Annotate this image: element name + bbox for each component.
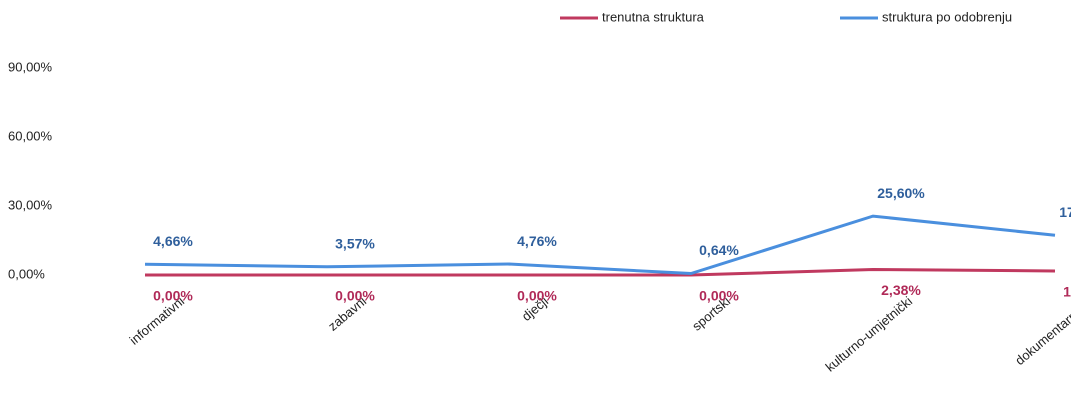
data-label: 25,60% xyxy=(877,185,925,201)
legend-label: struktura po odobrenju xyxy=(882,9,1012,24)
data-label: 0,64% xyxy=(699,242,739,258)
data-label: 0,00% xyxy=(335,288,375,304)
data-label: 4,76% xyxy=(517,233,557,249)
y-tick-label: 30,00% xyxy=(8,197,53,212)
x-tick-label: kulturno-umjetnički xyxy=(822,293,915,374)
y-tick-label: 60,00% xyxy=(8,128,53,143)
y-tick-label: 0,00% xyxy=(8,266,45,281)
data-label: 0,00% xyxy=(153,288,193,304)
line xyxy=(145,268,1056,277)
data-label: 17,26% xyxy=(1059,204,1071,220)
data-label: 3,57% xyxy=(335,235,375,251)
data-label: 1,75% xyxy=(1063,284,1071,300)
legend-label: trenutna struktura xyxy=(602,9,705,24)
x-tick-label: dokumentarno-... xyxy=(1012,293,1071,368)
data-label: 2,38% xyxy=(881,282,921,298)
data-label: 4,66% xyxy=(153,233,193,249)
line xyxy=(144,214,1056,276)
data-label: 0,00% xyxy=(699,288,739,304)
data-label: 0,00% xyxy=(517,288,557,304)
y-tick-label: 90,00% xyxy=(8,59,53,74)
